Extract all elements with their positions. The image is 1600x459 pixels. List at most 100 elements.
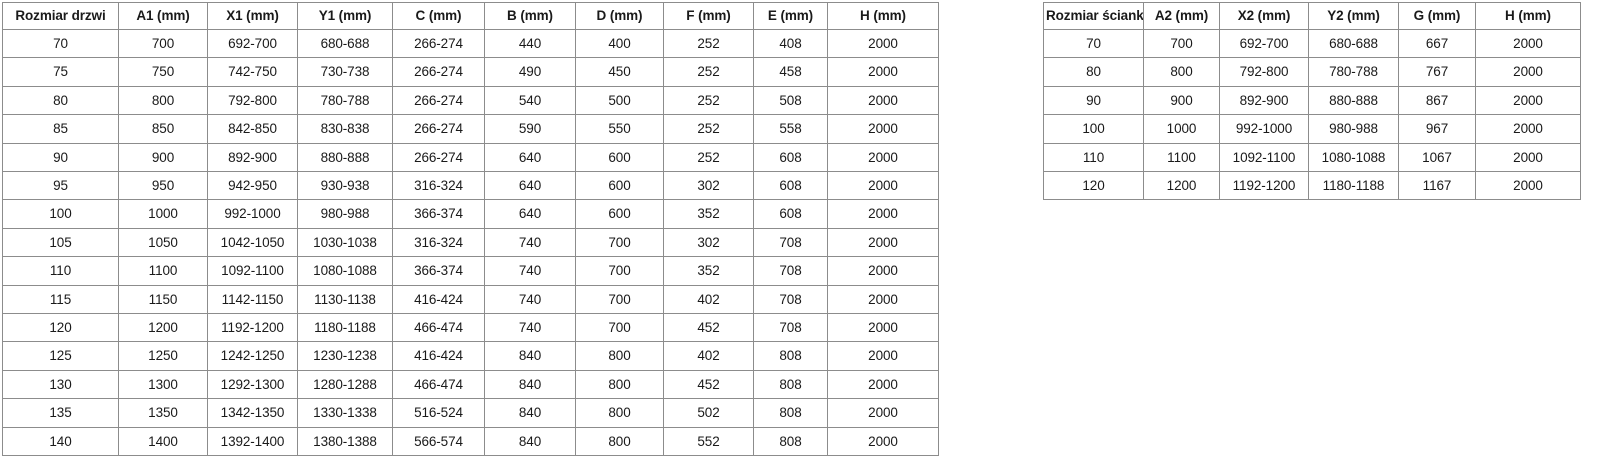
cell-b: 640 — [484, 142, 576, 173]
cell-a1: 800 — [118, 85, 208, 116]
cell-b: 840 — [484, 341, 576, 371]
cell-x1: 842-850 — [207, 114, 298, 144]
cell-d: 600 — [575, 199, 664, 229]
column-header-y1: Y1 (mm) — [297, 2, 393, 30]
cell-c: 266-274 — [392, 57, 485, 87]
table-row: 90 900 892-900 880-888 266-274 640 600 252 608 20… — [2, 142, 939, 173]
cell-d: 700 — [575, 284, 664, 315]
door-sizes-table: Rozmiar drzwi A1 (mm) X1 (mm) Y1 (mm) C … — [2, 2, 939, 457]
cell-b: 640 — [484, 171, 576, 201]
cell-h: 2000 — [827, 426, 939, 457]
cell-d: 700 — [575, 313, 664, 343]
cell-b: 590 — [484, 114, 576, 144]
cell-e: 508 — [753, 85, 828, 116]
cell-e: 808 — [753, 398, 828, 428]
cell-h: 2000 — [827, 398, 939, 428]
cell-a1: 900 — [118, 142, 208, 173]
cell-a1: 1300 — [118, 369, 208, 400]
cell-x1: 692-700 — [207, 28, 298, 59]
column-header-x1: X1 (mm) — [207, 2, 298, 30]
cell-x2: 1192-1200 — [1219, 171, 1309, 201]
cell-y2: 1180-1188 — [1308, 171, 1399, 201]
cell-a1: 750 — [118, 57, 208, 87]
column-header-d: D (mm) — [575, 2, 664, 30]
cell-f: 252 — [663, 85, 754, 116]
cell-a2: 700 — [1143, 28, 1220, 59]
cell-c: 466-474 — [392, 369, 485, 400]
table-row: 120 1200 1192-1200 1180-1188 1167 2000 — [1043, 171, 1581, 201]
cell-h: 2000 — [827, 85, 939, 116]
panel-sizes-table-body: 70 700 692-700 680-688 667 2000 80 800 792-800 7… — [1043, 28, 1581, 201]
cell-rozmiar-drzwi: 140 — [2, 426, 119, 457]
cell-a1: 950 — [118, 171, 208, 201]
cell-e: 558 — [753, 114, 828, 144]
table-row: 140 1400 1392-1400 1380-1388 566-574 840 800 55… — [2, 426, 939, 457]
cell-g: 667 — [1398, 28, 1476, 59]
cell-y1: 980-988 — [297, 199, 393, 229]
cell-y1: 730-738 — [297, 57, 393, 87]
cell-d: 400 — [575, 28, 664, 59]
cell-y1: 780-788 — [297, 85, 393, 116]
cell-rozmiar-scianki: 90 — [1043, 85, 1144, 116]
cell-b: 540 — [484, 85, 576, 116]
cell-f: 452 — [663, 313, 754, 343]
table-row: 80 800 792-800 780-788 266-274 540 500 252 508 20… — [2, 85, 939, 116]
cell-d: 800 — [575, 398, 664, 428]
cell-h: 2000 — [827, 57, 939, 87]
cell-y1: 1130-1138 — [297, 284, 393, 315]
cell-y2: 780-788 — [1308, 57, 1399, 87]
cell-a1: 700 — [118, 28, 208, 59]
cell-x1: 742-750 — [207, 57, 298, 87]
cell-d: 500 — [575, 85, 664, 116]
column-header-h: H (mm) — [1475, 2, 1581, 30]
table-row: 70 700 692-700 680-688 266-274 440 400 252 408 20… — [2, 28, 939, 59]
cell-a1: 1000 — [118, 199, 208, 229]
cell-g: 1167 — [1398, 171, 1476, 201]
panel-sizes-table-head: Rozmiar ścianki A2 (mm) X2 (mm) Y2 (mm) … — [1043, 2, 1581, 30]
table-row: 110 1100 1092-1100 1080-1088 366-374 740 700 35… — [2, 256, 939, 286]
cell-b: 490 — [484, 57, 576, 87]
cell-f: 552 — [663, 426, 754, 457]
cell-e: 808 — [753, 341, 828, 371]
cell-a1: 1150 — [118, 284, 208, 315]
cell-rozmiar-drzwi: 120 — [2, 313, 119, 343]
cell-h: 2000 — [827, 28, 939, 59]
cell-h: 2000 — [1475, 114, 1581, 144]
cell-e: 608 — [753, 199, 828, 229]
cell-f: 252 — [663, 114, 754, 144]
cell-a2: 1000 — [1143, 114, 1220, 144]
cell-f: 402 — [663, 284, 754, 315]
cell-g: 967 — [1398, 114, 1476, 144]
cell-x1: 1192-1200 — [207, 313, 298, 343]
cell-rozmiar-drzwi: 95 — [2, 171, 119, 201]
cell-e: 708 — [753, 227, 828, 258]
panel-sizes-table-container: Rozmiar ścianki A2 (mm) X2 (mm) Y2 (mm) … — [1043, 2, 1581, 201]
cell-x1: 992-1000 — [207, 199, 298, 229]
cell-h: 2000 — [1475, 57, 1581, 87]
cell-y1: 680-688 — [297, 28, 393, 59]
cell-x1: 1392-1400 — [207, 426, 298, 457]
cell-d: 600 — [575, 171, 664, 201]
cell-f: 302 — [663, 171, 754, 201]
cell-g: 767 — [1398, 57, 1476, 87]
cell-c: 266-274 — [392, 142, 485, 173]
column-header-x2: X2 (mm) — [1219, 2, 1309, 30]
cell-x1: 792-800 — [207, 85, 298, 116]
panel-sizes-table: Rozmiar ścianki A2 (mm) X2 (mm) Y2 (mm) … — [1043, 2, 1581, 201]
cell-e: 708 — [753, 256, 828, 286]
cell-c: 266-274 — [392, 28, 485, 59]
cell-h: 2000 — [1475, 171, 1581, 201]
cell-y2: 980-988 — [1308, 114, 1399, 144]
cell-rozmiar-drzwi: 70 — [2, 28, 119, 59]
cell-d: 550 — [575, 114, 664, 144]
cell-c: 416-424 — [392, 341, 485, 371]
cell-b: 440 — [484, 28, 576, 59]
cell-y1: 1180-1188 — [297, 313, 393, 343]
door-sizes-table-head: Rozmiar drzwi A1 (mm) X1 (mm) Y1 (mm) C … — [2, 2, 939, 30]
table-row: 130 1300 1292-1300 1280-1288 466-474 840 800 45… — [2, 369, 939, 400]
cell-f: 352 — [663, 199, 754, 229]
cell-a2: 900 — [1143, 85, 1220, 116]
table-header-row: Rozmiar drzwi A1 (mm) X1 (mm) Y1 (mm) C … — [2, 2, 939, 30]
cell-y1: 1030-1038 — [297, 227, 393, 258]
cell-c: 266-274 — [392, 114, 485, 144]
